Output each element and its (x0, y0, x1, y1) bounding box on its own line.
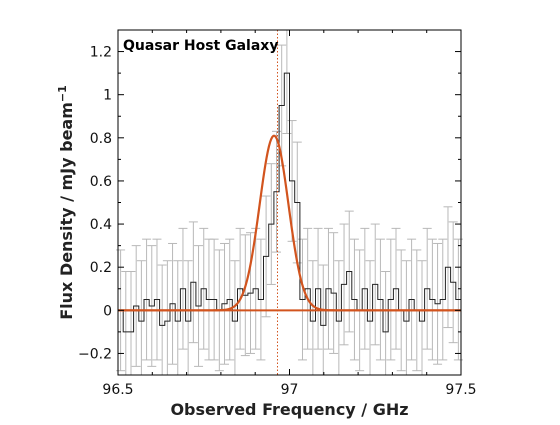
x-axis-label: Observed Frequency / GHz (170, 400, 408, 419)
tick-group: 96.5 97 97.5 −0.2 0 0.2 0.4 0.6 0.8 1 1.2 (78, 29, 477, 398)
data-step-group (118, 72, 461, 333)
y-tick-label: 0.2 (90, 260, 112, 276)
y-tick-label: 1 (103, 88, 112, 104)
y-axis-label-superscript: −1 (56, 85, 69, 102)
data-step-line (118, 72, 461, 333)
y-tick-label: 0 (103, 303, 112, 319)
y-axis-label: Flux Density / mJy beam−1 (56, 85, 77, 320)
y-tick-label: 0.8 (90, 131, 112, 147)
y-axis-label-main: Flux Density / mJy beam (57, 102, 76, 320)
y-tick-label: 1.2 (90, 45, 112, 61)
fit-group (118, 134, 461, 312)
chart-annotation: Quasar Host Galaxy (123, 38, 278, 54)
y-tick-label: −0.2 (78, 346, 112, 362)
x-tick-label: 97.5 (445, 382, 476, 398)
y-tick-label: 0.4 (90, 217, 112, 233)
y-tick-label: 0.6 (90, 174, 112, 190)
x-tick-label: 97 (281, 382, 299, 398)
gaussian-fit-line (118, 134, 461, 312)
x-tick-label: 96.5 (102, 382, 133, 398)
